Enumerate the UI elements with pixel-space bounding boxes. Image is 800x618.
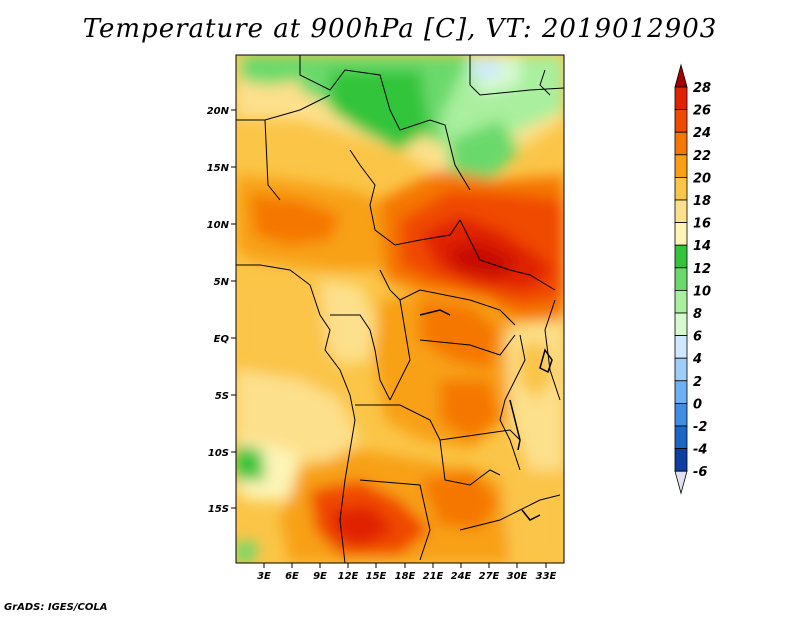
colorbar-label: 2 [693,375,702,390]
colorbar-label: -6 [693,465,707,480]
lat-label: 15S [208,504,229,515]
lon-label: 30E [507,571,528,582]
lat-label: EQ [214,334,230,345]
lon-label: 33E [536,571,557,582]
lon-label: 9E [313,571,327,582]
lon-label: 27E [479,571,500,582]
colorbar-segment [674,357,688,382]
colorbar-segment [674,267,688,291]
colorbar-label: 20 [693,171,711,186]
lon-label: 6E [285,571,299,582]
colorbar-segment [674,335,688,359]
colorbar-over-triangle [674,63,688,88]
colorbar-label: -2 [693,420,707,435]
lon-label: 21E [423,571,444,582]
colorbar-label: 22 [693,149,711,164]
longitude-axis: 3E 6E 9E 12E 15E 18E 21E 24E 27E 30E 33E [257,563,557,582]
colorbar-segment [674,154,688,178]
colorbar-label: 8 [693,307,702,322]
colorbar-label: 28 [693,81,711,96]
colorbar-label: -4 [693,443,707,458]
lon-label: 18E [395,571,416,582]
lakes [419,309,553,521]
colorbar-segment [674,244,688,269]
colorbar-label: 10 [693,284,711,299]
colorbar-segment [674,131,688,156]
colorbar-segment [674,448,688,472]
colorbar-segment [674,425,688,450]
country-borders [236,55,564,563]
colorbar-segment [674,199,688,224]
lat-label: 5N [214,277,230,288]
lon-label: 12E [338,571,359,582]
lat-label: 5S [215,391,229,402]
latitude-axis: 20N 15N 10N 5N EQ 5S 10S 15S [207,106,236,515]
colorbar-label: 4 [692,352,702,367]
lat-label: 10N [207,220,230,231]
map-frame [235,54,565,564]
lon-label: 3E [257,571,271,582]
colorbar-segment [674,222,688,246]
colorbar-label: 0 [693,397,702,412]
colorbar-label: 14 [693,239,711,254]
colorbar-segment [674,380,688,404]
colorbar-label: 6 [693,330,702,345]
map-title: Temperature at 900hPa [C], VT: 201901290… [82,14,718,44]
colorbar-label: 26 [693,104,711,119]
colorbar-under-triangle [674,470,688,495]
lon-label: 24E [451,571,472,582]
temperature-field [236,55,564,563]
lat-label: 20N [207,106,230,117]
colorbar-segment [674,312,688,337]
colorbar-segment [674,86,688,111]
colorbar-segment [674,176,688,201]
colorbar-label: 24 [693,126,711,141]
colorbar-label: 18 [693,194,711,209]
colorbar-label: 12 [693,262,711,277]
credit-text: GrADS: IGES/COLA [4,602,108,613]
lat-label: 15N [207,163,230,174]
lon-label: 15E [366,571,387,582]
colorbar-segment [674,402,688,427]
colorbar-segment [674,289,688,314]
colorbar-label: 16 [693,217,711,232]
colorbar-segment [674,109,688,133]
lat-label: 10S [208,448,229,459]
